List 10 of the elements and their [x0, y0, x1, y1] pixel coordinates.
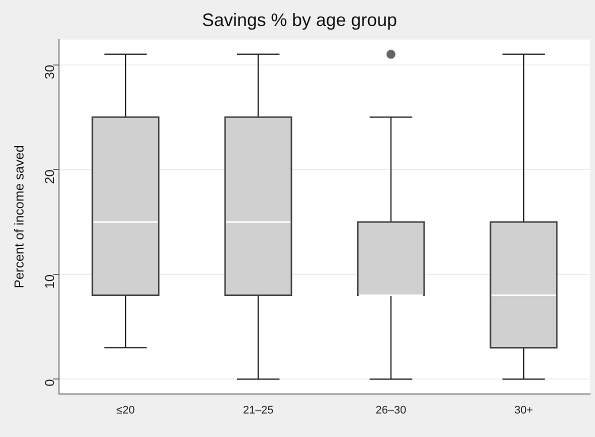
y-tick-label: 0	[42, 379, 57, 386]
x-tick-label: 30+	[514, 404, 533, 416]
y-tick-label: 10	[42, 274, 57, 289]
y-tick-label: 20	[42, 170, 57, 184]
y-tick-label: 30	[42, 64, 57, 80]
x-tick-label: 21–25	[242, 404, 274, 416]
y-axis-title: Percent of income saved	[11, 145, 26, 288]
x-tick-label: ≤20	[116, 404, 135, 416]
x-tick-label: 26–30	[376, 404, 406, 416]
chart-title: Savings % by age group	[202, 10, 398, 30]
